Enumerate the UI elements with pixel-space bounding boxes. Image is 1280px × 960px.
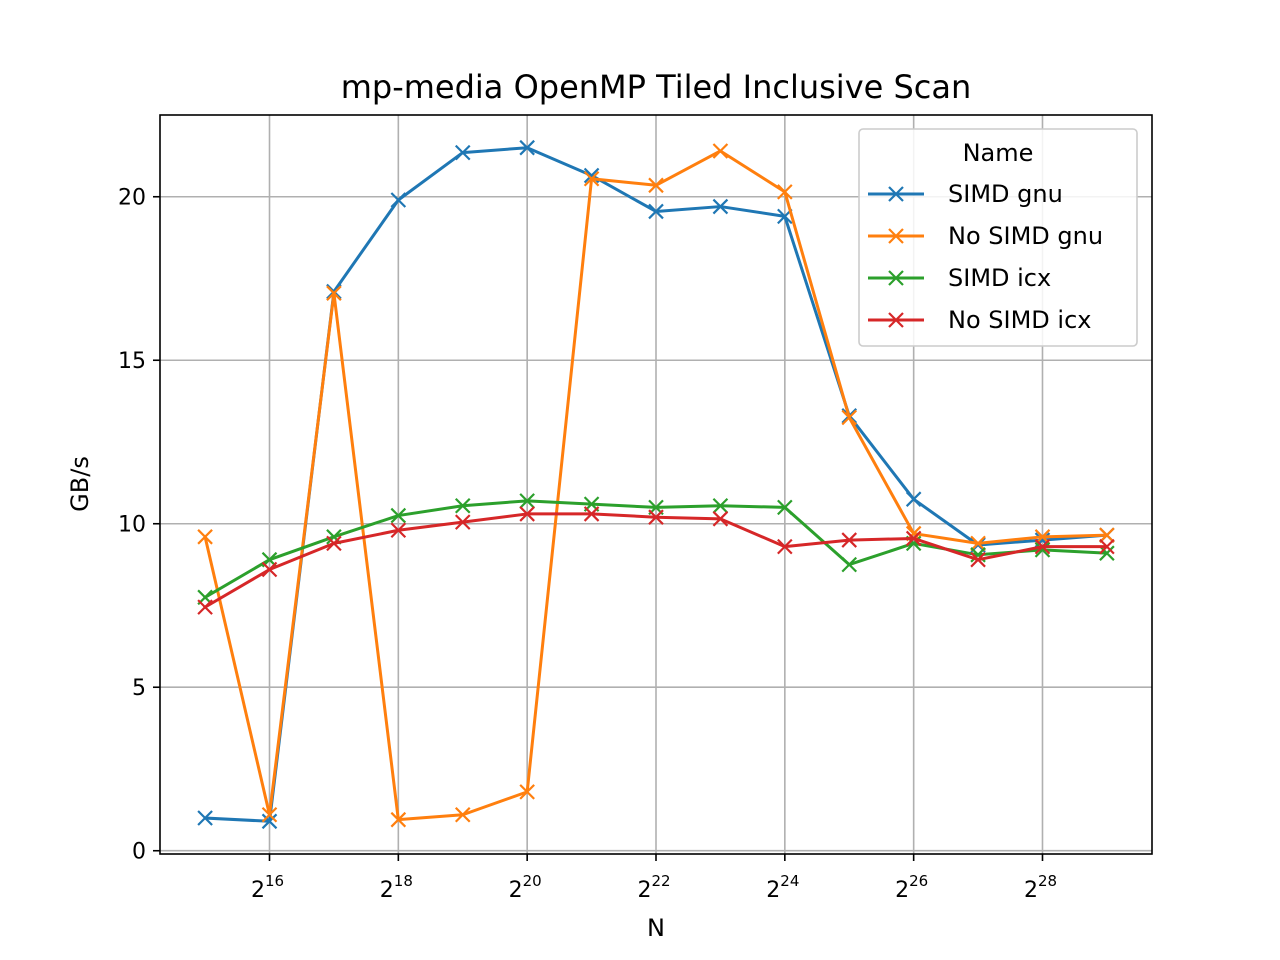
legend-entry: SIMD icx [868,264,1051,292]
data-point-marker [390,507,407,524]
y-tick-label: 5 [132,676,146,701]
y-axis-label: GB/s [66,456,94,512]
legend-label: No SIMD gnu [948,222,1103,250]
data-point-marker [454,514,471,530]
x-tick-base: 2 [380,878,394,903]
x-tick-base: 2 [1024,878,1038,903]
data-point-marker [1034,538,1051,555]
data-point-marker [519,784,535,800]
legend-label: No SIMD icx [948,306,1091,334]
data-point-marker [326,285,342,301]
data-point-marker [261,813,278,830]
data-point-marker [712,198,729,215]
data-point-marker [777,184,793,200]
x-tick-exponent: 20 [523,872,542,890]
data-point-marker [1099,545,1115,561]
x-tick-label: 226 [895,872,928,903]
data-point-marker [197,529,213,545]
x-tick-label: 228 [1024,872,1057,903]
series-no-simd-icx [197,506,1115,615]
data-point-marker [1099,527,1115,543]
x-tick-exponent: 16 [265,872,284,890]
legend-marker [888,228,904,244]
data-point-marker [841,409,858,426]
x-tick-exponent: 26 [909,872,928,890]
x-tick-base: 2 [251,878,265,903]
x-tick-base: 2 [637,878,651,903]
x-tick-base: 2 [895,878,909,903]
y-tick-label: 15 [118,349,146,374]
data-point-marker [454,144,471,161]
x-tick-exponent: 28 [1038,872,1057,890]
legend-entry: SIMD gnu [868,180,1063,208]
x-tick-base: 2 [766,878,780,903]
data-point-marker [648,203,664,220]
data-point-marker [390,522,407,539]
legend-marker [888,312,904,328]
data-point-marker [712,497,729,514]
data-point-marker [197,599,213,615]
data-point-marker [1099,538,1115,555]
grid-lines [160,115,1152,854]
y-tick-label: 0 [132,840,146,865]
legend-label: SIMD gnu [948,180,1063,208]
legend-marker [888,186,904,202]
data-point-marker [905,530,922,547]
x-tick-label: 216 [251,872,284,903]
data-point-marker [712,511,729,527]
x-tick-exponent: 18 [394,872,413,890]
data-point-marker [583,506,600,522]
legend-label: SIMD icx [948,264,1051,292]
data-point-marker [519,493,535,509]
data-point-marker [648,177,664,194]
x-axis-label: N [647,914,665,942]
data-point-marker [519,506,535,522]
chart-title: mp-media OpenMP Tiled Inclusive Scan [341,68,972,106]
data-point-marker [583,170,600,187]
x-tick-label: 218 [380,872,413,903]
data-point-marker [326,535,342,552]
series-lines [197,139,1115,830]
data-point-marker [970,551,986,568]
data-point-marker [777,538,793,555]
legend-entries: SIMD gnu No SIMD gnu SIMD icx No SIMD icx [868,180,1103,334]
data-point-marker [390,192,407,208]
data-point-marker [197,810,213,826]
x-tick-label: 224 [766,872,799,903]
legend-entry: No SIMD gnu [868,222,1103,250]
data-point-marker [261,561,278,578]
y-tick-label: 20 [118,186,146,211]
data-point-marker [712,143,729,159]
data-point-marker [454,806,471,823]
x-tick-base: 2 [509,878,523,903]
data-point-marker [841,532,858,548]
x-tick-label: 220 [509,872,542,903]
data-point-marker [841,556,858,573]
legend-entry: No SIMD icx [868,306,1091,334]
legend-title: Name [963,139,1034,167]
data-point-marker [648,509,664,525]
legend-marker [888,270,904,286]
legend: Name SIMD gnu No SIMD gnu SIMD icx No SIMD … [858,128,1138,347]
y-tick-label: 10 [118,513,146,538]
data-point-marker [519,139,535,156]
x-tick-label: 222 [637,872,670,903]
data-point-marker [777,499,793,516]
x-tick-exponent: 22 [651,872,670,890]
data-point-marker [905,491,922,507]
legend-box [858,128,1138,347]
y-axis-ticks: 0 5 10 15 20 [118,186,160,865]
data-point-marker [390,811,407,828]
data-point-marker [454,497,471,514]
x-axis-ticks: 216 218 220 222 224 226 228 [251,854,1057,903]
x-tick-exponent: 24 [780,872,799,890]
data-point-marker [261,806,278,823]
data-point-marker [326,283,342,300]
data-point-marker [970,535,986,552]
